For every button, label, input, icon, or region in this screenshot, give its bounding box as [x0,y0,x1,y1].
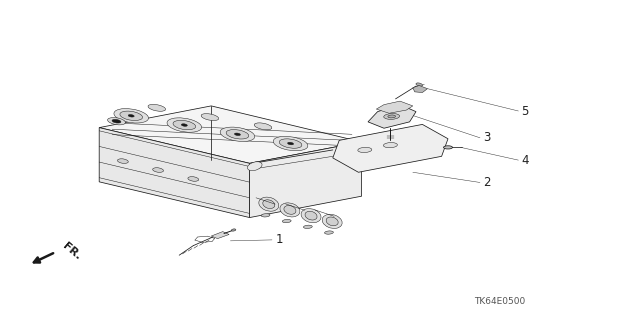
Ellipse shape [112,119,121,123]
Ellipse shape [181,124,188,126]
Ellipse shape [303,225,312,228]
Polygon shape [250,142,362,218]
Polygon shape [376,101,413,113]
Ellipse shape [120,111,143,121]
Ellipse shape [234,133,241,136]
Ellipse shape [220,127,255,142]
Ellipse shape [128,115,134,117]
Ellipse shape [301,209,321,223]
Ellipse shape [254,123,272,130]
Ellipse shape [279,139,302,148]
Polygon shape [333,124,448,172]
Polygon shape [99,106,362,163]
Ellipse shape [287,142,294,145]
Ellipse shape [282,219,291,223]
Ellipse shape [273,136,308,151]
Ellipse shape [259,197,279,211]
Ellipse shape [231,229,236,231]
Ellipse shape [284,205,296,214]
Ellipse shape [108,118,125,125]
Ellipse shape [114,108,148,123]
Ellipse shape [153,168,163,172]
Ellipse shape [118,159,128,163]
Polygon shape [99,128,250,218]
Text: 4: 4 [522,154,529,167]
Text: TK64E0500: TK64E0500 [474,297,525,306]
Polygon shape [413,85,428,93]
Ellipse shape [326,217,338,226]
Ellipse shape [261,214,270,217]
Ellipse shape [248,162,262,171]
Ellipse shape [324,231,333,234]
Ellipse shape [305,211,317,220]
Ellipse shape [188,177,198,181]
Ellipse shape [388,115,396,118]
Ellipse shape [201,114,219,121]
Ellipse shape [358,147,372,152]
Ellipse shape [226,130,249,139]
Ellipse shape [173,120,196,130]
Ellipse shape [444,146,452,149]
Text: 5: 5 [522,105,529,117]
Ellipse shape [148,104,166,111]
Ellipse shape [167,118,202,132]
Ellipse shape [322,214,342,228]
Text: FR.: FR. [61,241,83,262]
Ellipse shape [280,203,300,217]
Polygon shape [368,105,416,128]
Polygon shape [211,232,229,239]
Ellipse shape [263,200,275,209]
Ellipse shape [384,114,399,119]
Text: 3: 3 [483,131,491,144]
Ellipse shape [416,83,422,86]
Ellipse shape [383,143,397,148]
Text: 2: 2 [483,176,491,189]
Text: 1: 1 [275,234,283,246]
